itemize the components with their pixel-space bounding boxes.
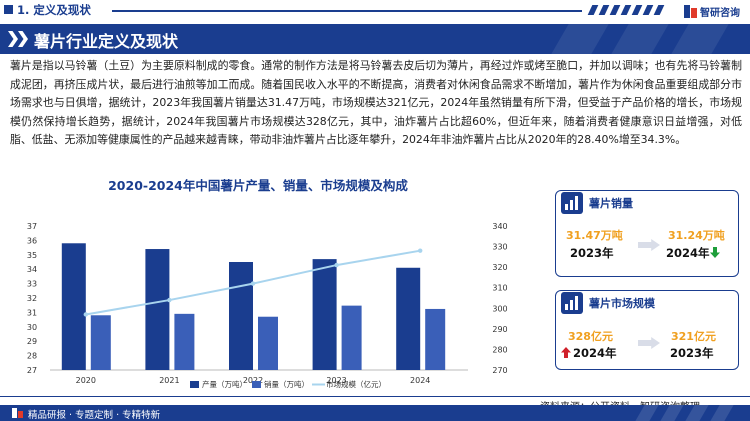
market-card-title: 薯片市场规模 [589,297,655,310]
brand-logo-icon [684,4,697,18]
decorative-stripes [587,5,670,15]
brand-logo: 智研咨询 [684,3,740,19]
footer-logo-icon [12,408,23,418]
bar-chart-icon [561,192,583,214]
y-left-tick-label: 36 [27,236,37,245]
bar-production-2023 [312,259,337,370]
y-left-tick-label: 32 [27,294,37,303]
sales-to-year: 2024年 [666,246,710,260]
description-paragraph: 薯片是指以马铃薯（土豆）为主要原料制成的零食。通常的制作方法是将马铃薯去皮后切为… [10,59,742,146]
y-left-tick-label: 29 [27,337,37,346]
arrow-up-icon [561,347,571,358]
footer-slogan: 精品研报 · 专题定制 · 专精特新 [28,410,161,421]
y-right-tick-label: 330 [492,243,507,252]
y-left-tick-label: 33 [27,280,37,289]
bar-production-2022 [229,262,253,370]
y-right-tick-label: 310 [492,284,507,293]
bar-sales-2021 [174,313,195,370]
bar-sales-2022 [258,316,278,370]
market-card-header: 薯片市场规模 [555,290,655,316]
bar-production-2020 [61,243,86,370]
sales-from-year: 2023年 [570,246,614,260]
sales-to-value: 31.24万吨 [668,229,725,242]
chart-title: 2020-2024年中国薯片产量、销量、市场规模及构成 [108,178,408,193]
market-size-point-2023 [334,262,339,268]
x-tick-label: 2020 [76,376,96,385]
bar-sales-2023 [341,305,362,370]
legend-label-0: 产量（万吨） [202,379,247,389]
section-bar: 1. 定义及现状 智研咨询 [0,0,750,22]
y-right-tick-label: 290 [492,325,507,334]
x-tick-label: 2022 [243,376,263,385]
sales-card-title: 薯片销量 [589,197,633,210]
market-to-year: 2023年 [670,346,714,360]
y-right-tick-label: 270 [492,366,507,375]
y-right-tick-label: 320 [492,263,507,272]
section-divider [112,10,582,12]
legend-swatch [190,381,199,388]
section-marker [4,5,13,14]
y-right-tick-label: 300 [492,304,507,313]
sales-card: 薯片销量 31.47万吨 2023年 31.24万吨 2024年 [555,190,739,277]
heading-bar: 薯片行业定义及现状 [0,24,750,54]
combo-chart: 27 28 29 30 31 32 33 34 35 36 37 270 280 290 300 310 320… [27,222,508,389]
x-tick-label: 2023 [326,376,346,385]
bar-production-2024 [396,267,421,370]
bar-production-2021 [145,249,170,370]
brand-name: 智研咨询 [700,7,740,19]
bar-sales-2024 [425,308,446,370]
x-tick-label: 2024 [410,376,430,385]
y-left-tick-label: 28 [27,352,37,361]
y-left-tick-label: 27 [27,366,37,375]
y-right-tick-label: 280 [492,345,507,354]
arrow-right-icon [638,239,660,251]
y-left-tick-label: 31 [27,308,37,317]
section-title: 1. 定义及现状 [17,3,91,17]
sales-from-value: 31.47万吨 [566,229,623,242]
bar-sales-2020 [90,315,111,370]
footer-divider [0,396,750,397]
y-left-tick-label: 37 [27,222,37,231]
chevron-right-icon [18,31,28,47]
y-right-tick-label: 340 [492,222,507,231]
legend-swatch [252,381,261,388]
sales-card-header: 薯片销量 [555,190,633,216]
market-size-point-2024 [418,248,423,253]
page-title: 薯片行业定义及现状 [34,32,179,51]
market-size-point-2022 [250,281,256,286]
legend-label-2: 市场规模（亿元） [326,379,386,389]
market-from-value: 328亿元 [568,330,613,343]
footer-bar: 精品研报 · 专题定制 · 专精特新 [0,405,750,421]
market-to-value: 321亿元 [671,330,716,343]
market-size-point-2021 [167,297,172,303]
y-left-tick-label: 30 [27,323,37,332]
market-size-card: 薯片市场规模 328亿元 2024年 321亿元 2023年 [555,290,739,370]
y-left-tick-label: 35 [27,251,37,260]
arrow-down-icon [710,247,720,258]
chevron-right-icon [8,31,18,47]
y-left-tick-label: 34 [27,265,37,274]
market-size-point-2020 [83,312,89,317]
x-tick-label: 2021 [159,376,179,385]
market-from-year: 2024年 [573,346,617,360]
arrow-right-icon [638,337,660,349]
legend-label-1: 销量（万吨） [264,379,309,389]
bar-chart-icon [561,292,583,314]
